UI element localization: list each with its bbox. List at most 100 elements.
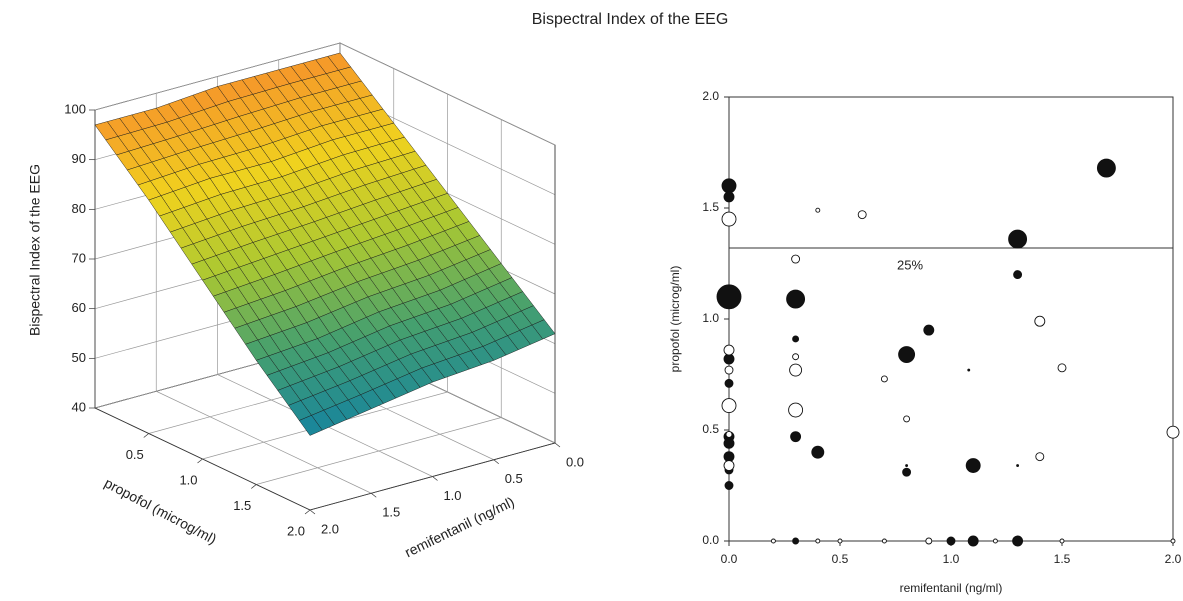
x-tick-label: 0.5 — [505, 471, 523, 486]
bubble — [815, 207, 821, 213]
bubble — [992, 538, 998, 544]
y-tick-label: 2.0 — [702, 89, 719, 103]
bubble — [788, 402, 804, 418]
y-tick-label: 2.0 — [287, 523, 305, 538]
surface-cell — [209, 161, 326, 259]
bubble — [898, 346, 916, 363]
z-tick-label: 60 — [72, 300, 86, 315]
bubble — [925, 537, 933, 545]
y-tick-label: 1.0 — [179, 472, 197, 487]
surface-cell — [439, 263, 556, 361]
tick-mark — [554, 442, 561, 448]
axis-line — [309, 442, 556, 511]
bubble — [923, 324, 935, 336]
bubble — [1166, 425, 1180, 439]
bubble — [723, 191, 735, 203]
bubble — [724, 365, 734, 375]
bubble — [1059, 538, 1065, 544]
x-tick-label: 0.5 — [832, 552, 849, 566]
x-tick-label: 0.0 — [721, 552, 738, 566]
bubble — [1035, 452, 1045, 462]
bubble — [946, 536, 956, 546]
surface-cell — [202, 258, 318, 361]
y-axis-label: propofol (microg/ml) — [668, 266, 682, 373]
bubble — [967, 368, 971, 372]
tick-mark — [432, 476, 438, 481]
surface-cell — [385, 193, 502, 291]
tick-mark — [251, 484, 257, 489]
z-tick-label: 90 — [72, 151, 86, 166]
tick-mark — [493, 459, 499, 465]
tick-mark — [371, 492, 377, 498]
bubble — [1012, 535, 1024, 547]
z-axis-label: Bispectral Index of the EEG — [27, 164, 43, 336]
bubble — [790, 431, 802, 443]
bubble — [723, 437, 735, 449]
y-tick-label: 1.5 — [233, 498, 251, 513]
z-tick-label: 40 — [72, 399, 86, 414]
z-tick-label: 50 — [72, 350, 86, 365]
surface-cell — [324, 214, 441, 313]
y-axis-label: propofol (microg/ml) — [102, 475, 219, 548]
bubble — [770, 538, 776, 544]
x-tick-label: 2.0 — [321, 521, 339, 536]
tick-mark — [309, 509, 316, 515]
bubble — [903, 415, 911, 423]
bubble — [716, 284, 742, 310]
bubble — [1170, 538, 1176, 544]
bubble — [1013, 270, 1023, 280]
bubble — [723, 460, 735, 471]
surface-cell — [155, 86, 272, 179]
surface-cell — [255, 338, 372, 436]
bubble — [837, 538, 843, 544]
tick-mark — [143, 433, 149, 438]
z-tick-label: 100 — [64, 101, 86, 116]
bubble — [786, 289, 806, 309]
tick-mark — [304, 509, 311, 515]
bubble — [721, 211, 737, 227]
bubble — [902, 467, 912, 477]
bubble — [1016, 464, 1020, 467]
bubble — [724, 378, 734, 388]
bubble — [1008, 229, 1028, 249]
y-tick-label: 1.5 — [702, 200, 719, 214]
x-tick-label: 0.0 — [566, 454, 584, 469]
surface-facet — [298, 415, 323, 436]
bubble — [789, 363, 803, 377]
bubble — [721, 398, 737, 414]
bubble — [725, 430, 733, 438]
x-tick-label: 1.0 — [943, 552, 960, 566]
y-tick-label: 0.5 — [702, 422, 719, 436]
surface-cell — [148, 178, 265, 281]
bubble — [792, 537, 800, 545]
bubble — [905, 464, 909, 467]
z-tick-label: 80 — [72, 201, 86, 216]
surface-cell — [263, 236, 380, 339]
axis-line — [94, 407, 311, 511]
bubble — [815, 538, 821, 544]
x-axis-label: remifentanil (ng/ml) — [402, 493, 517, 560]
bubble — [1096, 158, 1116, 178]
bubble — [881, 538, 887, 544]
bubble — [792, 335, 800, 343]
bubble — [724, 481, 734, 490]
y-tick-label: 1.0 — [702, 311, 719, 325]
grid-line — [256, 417, 502, 485]
x-tick-label: 1.5 — [1054, 552, 1071, 566]
bubble — [723, 344, 735, 356]
z-tick-label: 70 — [72, 250, 86, 265]
bubble — [967, 535, 979, 547]
figure-title: Bispectral Index of the EEG — [532, 11, 729, 28]
x-tick-label: 1.5 — [382, 505, 400, 520]
x-tick-label: 1.0 — [443, 488, 461, 503]
tick-mark — [197, 458, 203, 464]
bubble — [791, 254, 801, 264]
bubble — [857, 210, 867, 220]
bubble — [1034, 315, 1046, 327]
bubble — [792, 353, 800, 361]
bubble — [811, 445, 825, 459]
bubble — [721, 178, 737, 194]
x-axis-label: remifentanil (ng/ml) — [900, 581, 1003, 595]
